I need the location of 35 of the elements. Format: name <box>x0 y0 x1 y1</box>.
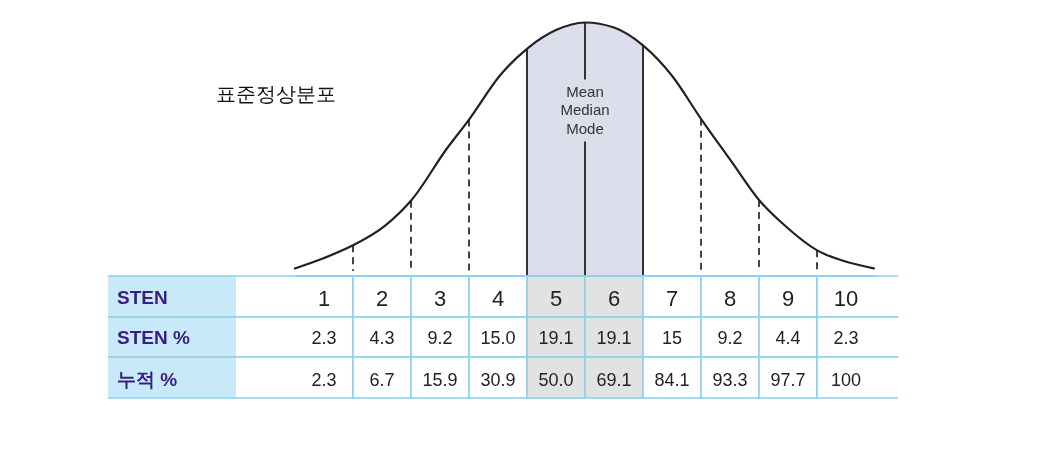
data-label: 19.1 <box>538 328 574 348</box>
data-label: 15.0 <box>480 328 516 348</box>
data-label: 15 <box>661 328 683 348</box>
data-label: 97.7 <box>770 370 806 390</box>
data-label: 9.2 <box>427 328 453 348</box>
data-label: 69.1 <box>596 370 632 390</box>
data-label: 30.9 <box>480 370 516 390</box>
x-tick-label: 10 <box>833 286 859 311</box>
data-label: 15.9 <box>422 370 458 390</box>
data-label: 93.3 <box>712 370 748 390</box>
x-tick-label: 2 <box>375 286 389 311</box>
data-label: 19.1 <box>596 328 632 348</box>
data-label: 2.3 <box>311 328 337 348</box>
data-label: 2.3 <box>311 370 337 390</box>
data-label: 9.2 <box>717 328 743 348</box>
data-label: 100 <box>830 370 862 390</box>
y-tick-label: STEN % <box>117 327 190 348</box>
data-label: 84.1 <box>654 370 690 390</box>
x-tick-label: 4 <box>491 286 505 311</box>
ref-line-label: Mean Median Mode <box>560 82 610 137</box>
x-tick-label: 1 <box>317 286 331 311</box>
data-label: 6.7 <box>369 370 395 390</box>
data-label: 2.3 <box>833 328 859 348</box>
x-tick-label: 9 <box>781 286 795 311</box>
text: 표준정상분포 <box>216 83 336 105</box>
data-label: 50.0 <box>538 370 574 390</box>
data-label: 4.3 <box>369 328 395 348</box>
x-tick-label: 6 <box>607 286 621 311</box>
x-axis-title: STEN <box>117 287 168 308</box>
data-label: 4.4 <box>775 328 801 348</box>
x-tick-label: 5 <box>549 286 563 311</box>
x-tick-label: 7 <box>665 286 679 311</box>
x-tick-label: 8 <box>723 286 737 311</box>
y-tick-label: 누적 % <box>117 369 178 390</box>
x-tick-label: 3 <box>433 286 447 311</box>
